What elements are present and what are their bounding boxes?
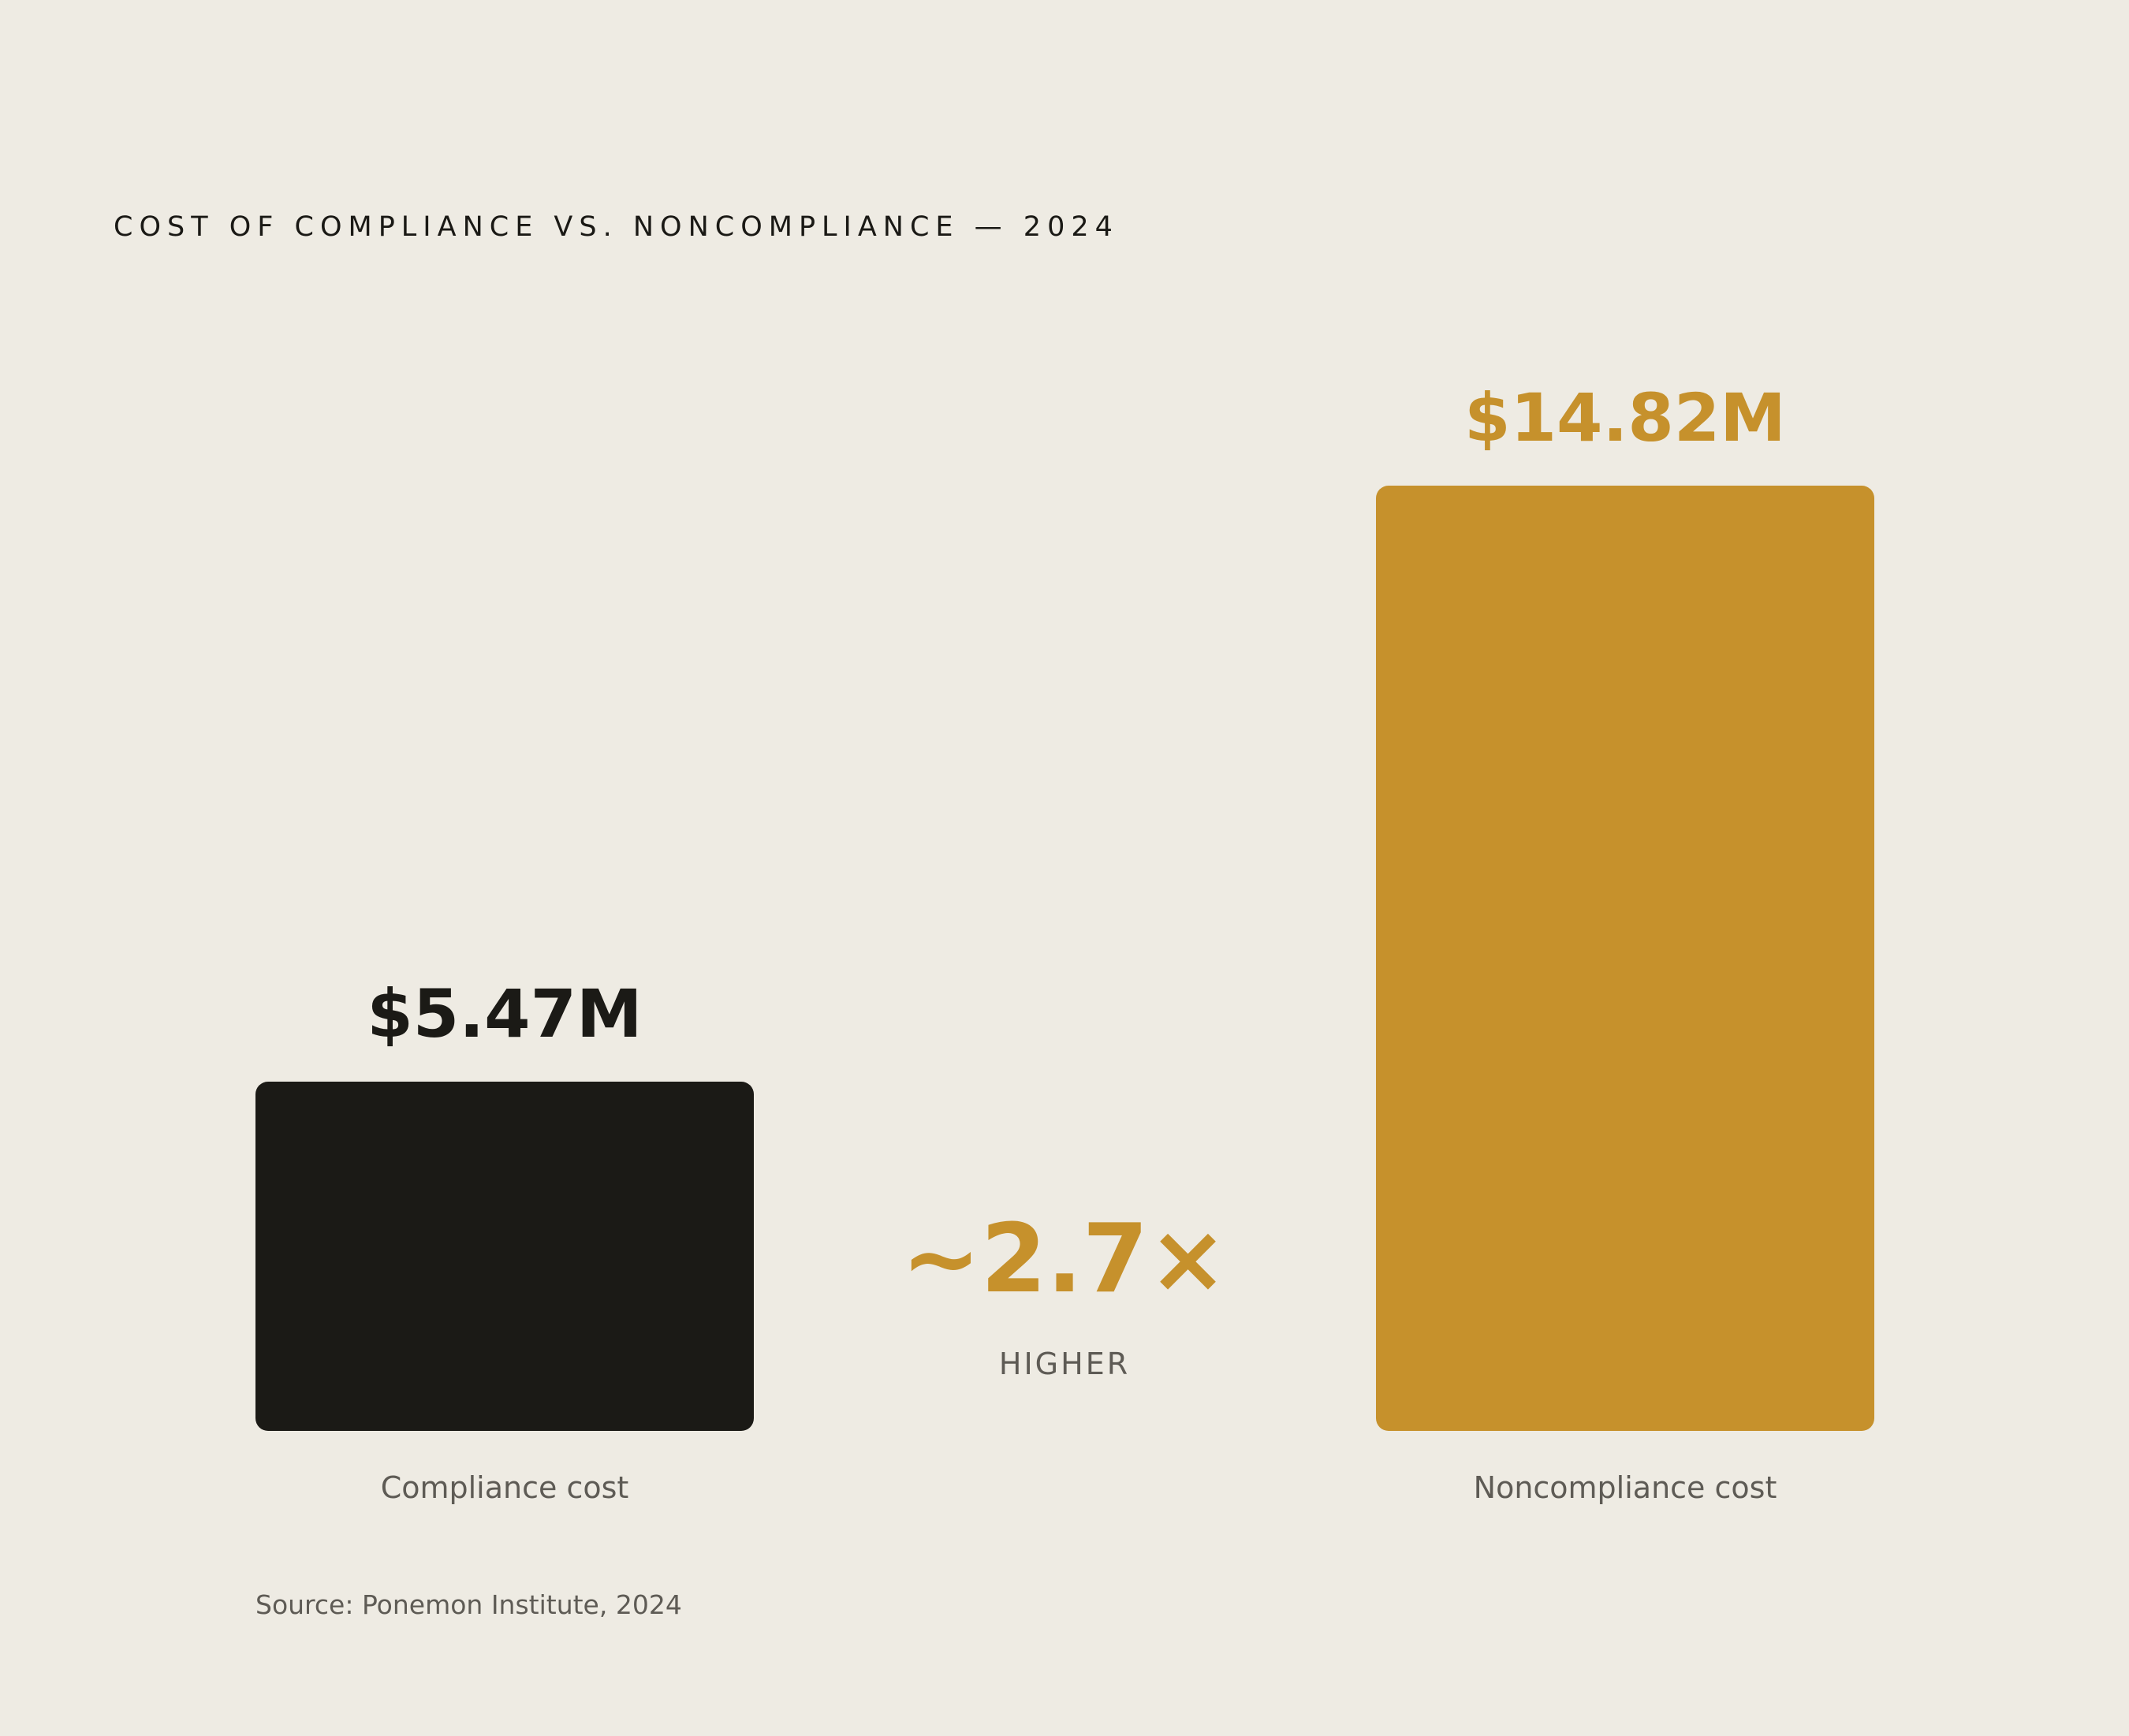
source-note: Source: Ponemon Institute, 2024 [255, 1589, 682, 1620]
multiplier-annotation: ~2.7× [901, 1205, 1228, 1314]
bar-value-label: $14.82M [1464, 379, 1786, 456]
bar-value-label: $5.47M [367, 975, 643, 1053]
category-label: Noncompliance cost [1473, 1470, 1777, 1505]
category-label: Compliance cost [380, 1470, 629, 1505]
chart-title: COST OF COMPLIANCE VS. NONCOMPLIANCE — 2… [114, 211, 1119, 243]
bar-noncompliance [1376, 486, 1874, 1431]
bar-compliance [255, 1082, 754, 1431]
multiplier-subtext: HIGHER [998, 1347, 1131, 1381]
